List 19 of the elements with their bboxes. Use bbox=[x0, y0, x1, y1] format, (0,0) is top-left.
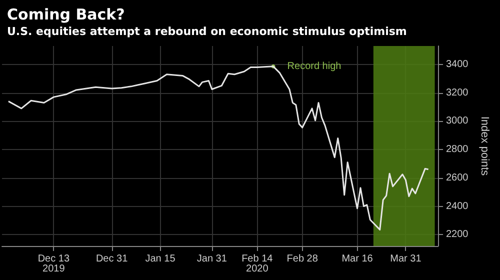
x-tick-label: Feb 28 bbox=[286, 254, 318, 264]
y-axis-title: Index points bbox=[478, 116, 491, 176]
chart-title: Coming Back? bbox=[7, 6, 125, 24]
x-tick-label: Jan 31 bbox=[196, 254, 228, 264]
x-tick-label: Mar 16 bbox=[342, 254, 374, 264]
y-tick-label: 3400 bbox=[446, 58, 469, 70]
x-tick-label: Feb 14 2020 bbox=[242, 254, 274, 274]
x-tick-label: Mar 31 bbox=[390, 254, 422, 264]
annotation: Record high bbox=[287, 60, 342, 72]
y-tick-label: 3000 bbox=[446, 116, 469, 127]
chart-subtitle: U.S. equities attempt a rebound on economic stimulus optimism bbox=[7, 25, 407, 38]
x-tick-label: Dec 13 2019 bbox=[38, 254, 70, 274]
x-tick-label: Jan 15 bbox=[145, 254, 176, 264]
y-tick-label: 2800 bbox=[446, 144, 469, 156]
y-tick-label: 2600 bbox=[446, 172, 469, 184]
y-tick-label: 3200 bbox=[446, 87, 469, 98]
y-tick-label: 2400 bbox=[446, 200, 469, 212]
y-tick-label: 2200 bbox=[446, 229, 469, 240]
x-tick-label: Dec 31 bbox=[96, 254, 128, 264]
